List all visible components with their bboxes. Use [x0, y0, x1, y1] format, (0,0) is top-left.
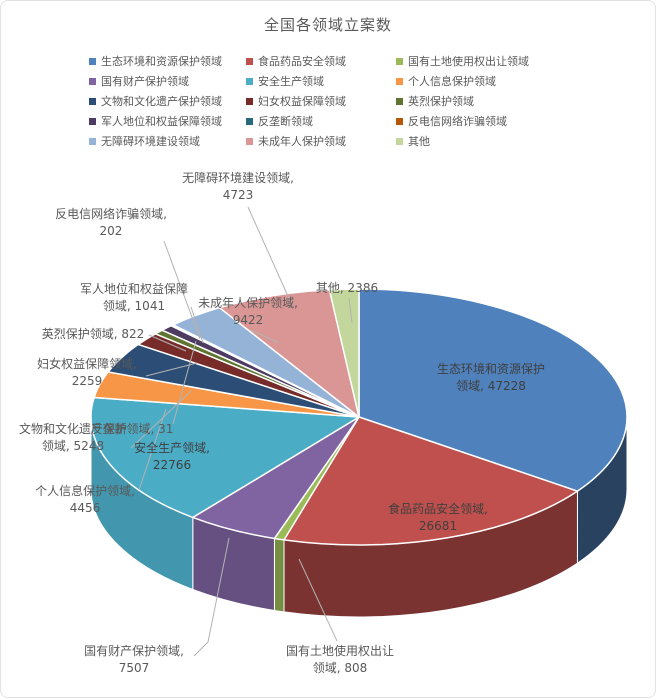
legend-marker-icon — [396, 97, 403, 105]
legend-label: 生态环境和资源保护领域 — [101, 55, 222, 68]
data-label-state-land: 国有土地使用权出让 领域, 808 — [285, 644, 395, 675]
legend-marker-icon — [396, 117, 403, 125]
legend-item: 食品药品安全领域 — [246, 53, 396, 69]
data-label-military: 军人地位和权益保障 领域, 1041 — [79, 282, 189, 313]
label-leader-line — [148, 334, 187, 352]
label-leader-line — [193, 537, 230, 657]
label-leader-line — [172, 340, 197, 425]
legend-item: 国有土地使用权出让领域 — [396, 53, 586, 69]
label-leader-line — [138, 408, 167, 491]
legend-label: 反电信网络诈骗领域 — [408, 115, 507, 128]
data-label-heroes: 英烈保护领域, 822 — [41, 327, 145, 341]
data-label-anti-telecom-fraud: 反电信网络诈骗领域, 202 — [55, 207, 167, 238]
legend-marker-icon — [89, 57, 96, 65]
legend-item: 生态环境和资源保护领域 — [89, 53, 246, 69]
label-leader-line — [145, 362, 198, 377]
legend-label: 文物和文化遗产保护领域 — [101, 95, 222, 108]
chart-legend: 生态环境和资源保护领域 食品药品安全领域 国有土地使用权出让领域国有财产保护领域 安全… — [89, 53, 586, 149]
legend-item: 英烈保护领域 — [396, 93, 586, 109]
data-label-cultural-relics: 文物和文化遗产保护 领域, 5248 — [18, 422, 128, 453]
data-label-anti-monopoly: 反垄断领域, 31 — [90, 422, 174, 436]
data-label-women: 妇女权益保障领域, 2259 — [37, 357, 137, 388]
legend-marker-icon — [246, 77, 253, 85]
legend-item: 文物和文化遗产保护领域 — [89, 93, 246, 109]
legend-label: 其他 — [408, 135, 430, 148]
legend-item: 其他 — [396, 133, 586, 149]
legend-label: 妇女权益保障领域 — [258, 95, 346, 108]
legend-marker-icon — [89, 97, 96, 105]
label-leader-line — [247, 206, 292, 304]
legend-item: 无障碍环境建设领域 — [89, 133, 246, 149]
data-label-minors: 未成年人保护领域, 9422 — [198, 296, 298, 327]
legend-marker-icon — [89, 77, 96, 85]
legend-marker-icon — [246, 137, 253, 145]
legend-label: 未成年人保护领域 — [258, 135, 346, 148]
label-leader-line — [190, 306, 204, 344]
data-label-personal-info: 个人信息保护领域, 4456 — [35, 484, 135, 515]
legend-label: 国有财产保护领域 — [101, 75, 189, 88]
pie-slice-side-2 — [273, 537, 285, 613]
legend-item: 军人地位和权益保障领域 — [89, 113, 246, 129]
legend-label: 军人地位和权益保障领域 — [101, 115, 222, 128]
pie-slice-4 — [90, 396, 360, 519]
legend-label: 英烈保护领域 — [408, 95, 474, 108]
legend-marker-icon — [89, 137, 96, 145]
legend-marker-icon — [246, 97, 253, 105]
legend-label: 国有土地使用权出让领域 — [408, 55, 529, 68]
label-leader-line — [250, 329, 280, 344]
legend-label: 反垄断领域 — [258, 115, 313, 128]
legend-label: 食品药品安全领域 — [258, 55, 346, 68]
legend-marker-icon — [396, 57, 403, 65]
data-label-work-safety: 安全生产领域, 22766 — [134, 441, 210, 472]
data-label-state-property: 国有财产保护领域, 7507 — [84, 644, 184, 675]
legend-marker-icon — [396, 77, 403, 85]
data-label-other: 其他, 2386 — [315, 281, 379, 295]
label-leader-line — [298, 558, 338, 642]
legend-item: 国有财产保护领域 — [89, 73, 246, 89]
legend-item: 反垄断领域 — [246, 113, 396, 129]
legend-label: 无障碍环境建设领域 — [101, 135, 200, 148]
legend-item: 反电信网络诈骗领域 — [396, 113, 586, 129]
legend-marker-icon — [246, 117, 253, 125]
legend-label: 个人信息保护领域 — [408, 75, 496, 88]
pie-slice-13 — [218, 289, 360, 418]
data-label-food-drug: 食品药品安全领域, 26681 — [388, 502, 488, 533]
legend-item: 个人信息保护领域 — [396, 73, 586, 89]
label-leader-line — [130, 390, 192, 449]
legend-label: 安全生产领域 — [258, 75, 324, 88]
legend-item: 妇女权益保障领域 — [246, 93, 396, 109]
legend-marker-icon — [246, 57, 253, 65]
legend-marker-icon — [89, 117, 96, 125]
data-label-accessible-env: 无障碍环境建设领域, 4723 — [182, 171, 294, 202]
pie-slice-1 — [283, 416, 579, 546]
legend-marker-icon — [396, 137, 403, 145]
legend-item: 安全生产领域 — [246, 73, 396, 89]
legend-item: 未成年人保护领域 — [246, 133, 396, 149]
label-leader-line — [348, 297, 353, 324]
label-leader-line — [163, 240, 201, 340]
chart-title: 全国各领域立案数 — [263, 16, 392, 34]
data-label-ecology: 生态环境和资源保护 领域, 47228 — [436, 362, 546, 393]
pie-slice-0 — [358, 288, 628, 492]
